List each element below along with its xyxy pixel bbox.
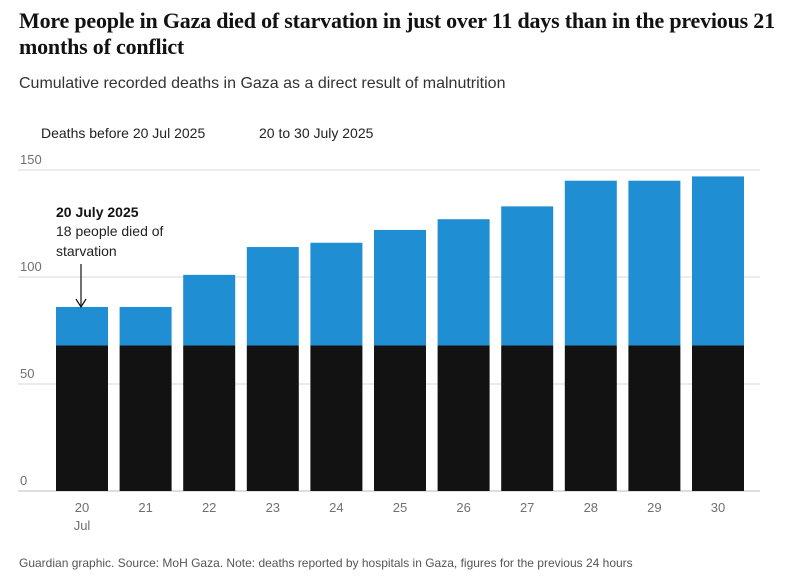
x-tick-label-23: 23 <box>266 500 280 515</box>
bars <box>56 176 744 491</box>
annotation-title: 20 July 2025 <box>56 204 139 220</box>
x-tick-label-27: 27 <box>520 500 534 515</box>
y-tick-label-50: 50 <box>20 366 34 381</box>
bar-before-28 <box>564 345 617 491</box>
bar-after-27 <box>501 206 554 346</box>
legend-item-after: 20 to 30 July 2025 <box>259 125 374 141</box>
bar-before-26 <box>437 345 490 491</box>
y-tick-label-100: 100 <box>20 259 42 274</box>
y-tick-label-150: 150 <box>20 152 42 167</box>
bar-before-27 <box>501 345 554 491</box>
x-tick-label-21: 21 <box>138 500 152 515</box>
bar-after-30 <box>692 176 744 346</box>
x-tick-label-29: 29 <box>647 500 661 515</box>
bar-after-22 <box>183 274 236 346</box>
bar-before-22 <box>183 345 236 491</box>
x-tick-sublabel-20: Jul <box>74 518 91 533</box>
bar-before-29 <box>628 345 681 491</box>
chart-title: More people in Gaza died of starvation i… <box>19 8 775 59</box>
bar-after-20 <box>56 306 108 346</box>
annotation-arrow-head <box>75 298 87 309</box>
x-tick-label-30: 30 <box>711 500 725 515</box>
chart-subtitle: Cumulative recorded deaths in Gaza as a … <box>19 75 506 92</box>
x-tick-label-28: 28 <box>584 500 598 515</box>
bar-after-21 <box>119 306 172 346</box>
bar-before-24 <box>310 345 363 491</box>
x-tick-label-25: 25 <box>393 500 407 515</box>
bar-before-20 <box>56 345 108 491</box>
annotation-line-2: starvation <box>56 243 117 259</box>
x-tick-label-20: 20 <box>75 500 89 515</box>
bar-after-28 <box>564 180 617 346</box>
bar-after-25 <box>374 229 426 346</box>
bar-before-21 <box>119 345 172 491</box>
x-tick-label-22: 22 <box>202 500 216 515</box>
bar-before-30 <box>692 345 744 491</box>
bar-after-29 <box>628 180 681 346</box>
x-axis-ticks: 20 Jul 21 22 23 24 25 26 27 28 29 30 <box>74 500 726 533</box>
bar-chart: 0 50 100 150 20 Jul 21 22 23 24 25 26 27 28 29 30 20 J… <box>18 152 760 533</box>
legend-item-before: Deaths before 20 Jul 2025 <box>41 125 206 141</box>
annotation: 20 July 2025 18 people died of starvatio… <box>56 204 164 309</box>
x-tick-label-26: 26 <box>456 500 470 515</box>
bar-after-26 <box>437 219 490 346</box>
x-tick-label-24: 24 <box>329 500 343 515</box>
bar-after-23 <box>246 247 299 346</box>
bar-before-23 <box>246 345 299 491</box>
y-tick-label-0: 0 <box>20 473 27 488</box>
bar-after-24 <box>310 242 363 346</box>
bar-before-25 <box>374 345 426 491</box>
source-note: Guardian graphic. Source: MoH Gaza. Note… <box>19 556 633 570</box>
annotation-line-1: 18 people died of <box>56 223 164 239</box>
